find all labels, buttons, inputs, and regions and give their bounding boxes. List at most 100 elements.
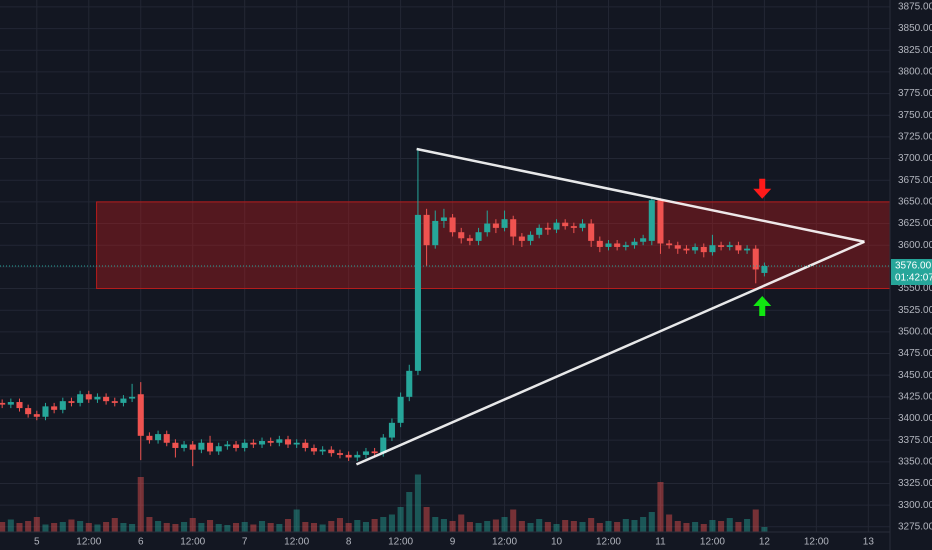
- candle-body: [553, 222, 560, 230]
- candle-body: [622, 245, 629, 247]
- candle-body: [155, 434, 162, 441]
- candle-body: [163, 434, 170, 443]
- candle-body: [284, 439, 292, 445]
- volume-bar: [354, 520, 361, 532]
- candle-body: [605, 243, 612, 247]
- candle-body: [380, 437, 387, 454]
- arrow: [753, 295, 772, 316]
- volume-bar: [85, 523, 92, 532]
- candle-body: [397, 396, 404, 423]
- volume-bar: [310, 523, 318, 532]
- candle-body: [510, 219, 517, 237]
- volume-bar: [189, 518, 196, 532]
- candle-body: [744, 248, 751, 251]
- volume-bar: [423, 507, 430, 532]
- y-tick-label: 3400.00: [898, 413, 932, 424]
- volume-bar: [631, 520, 638, 532]
- volume-bar: [674, 521, 681, 532]
- candle-body: [423, 214, 430, 246]
- volume-bar: [536, 519, 543, 532]
- x-tick-label: 12:00: [388, 537, 413, 548]
- volume-bar: [198, 523, 205, 532]
- volume-bar: [414, 474, 421, 532]
- candle-body: [59, 401, 66, 410]
- candle-body: [345, 454, 352, 458]
- candle-body: [189, 444, 196, 450]
- y-tick-label: 3300.00: [898, 500, 932, 511]
- candle-body: [570, 226, 577, 228]
- y-tick-label: 3425.00: [898, 391, 932, 402]
- arrow: [753, 178, 772, 199]
- last-price-label: 3576.00: [895, 261, 932, 272]
- candle-body: [85, 394, 92, 400]
- volume-bar: [51, 523, 58, 532]
- volume-bar: [293, 509, 300, 532]
- x-tick-label: 12:00: [700, 537, 725, 548]
- candle-body: [536, 227, 543, 235]
- volume-bar: [406, 492, 413, 532]
- candle-body: [492, 223, 499, 228]
- volume-bar: [458, 514, 465, 532]
- countdown-label: 01:42:07: [895, 273, 932, 284]
- y-tick-label: 3375.00: [898, 435, 932, 446]
- volume-bar: [276, 524, 283, 532]
- volume-bar: [163, 523, 170, 532]
- candle-body: [631, 241, 638, 246]
- y-tick-label: 3675.00: [898, 175, 932, 186]
- volume-bar: [744, 519, 751, 532]
- volume-bar: [692, 522, 699, 532]
- x-tick-label: 8: [346, 537, 352, 548]
- candle-body: [432, 220, 439, 246]
- volume-bar: [449, 521, 456, 532]
- volume-bar: [752, 509, 759, 532]
- volume-bar: [207, 520, 214, 532]
- volume-bar: [129, 524, 136, 532]
- candle-body: [319, 449, 326, 452]
- candle-body: [233, 444, 240, 448]
- candle-body: [388, 422, 395, 438]
- volume-bar: [388, 514, 395, 532]
- volume-bar: [224, 525, 231, 532]
- candle-body: [544, 227, 551, 230]
- volume-bar: [137, 477, 144, 532]
- candle-body: [328, 449, 335, 454]
- y-tick-label: 3525.00: [898, 305, 932, 316]
- y-tick-label: 3550.00: [898, 283, 932, 294]
- volume-bar: [94, 524, 101, 532]
- last-price-box: [891, 259, 932, 285]
- candle-body: [336, 453, 344, 455]
- volume-bar: [0, 522, 6, 532]
- candle-body: [7, 402, 14, 405]
- volume-bar: [596, 523, 603, 532]
- candle-body: [718, 245, 725, 247]
- volume-bar: [562, 520, 569, 532]
- volume-bar: [328, 521, 335, 532]
- candle-body: [475, 232, 482, 241]
- candle-body: [68, 401, 75, 403]
- y-tick-label: 3875.00: [898, 2, 932, 13]
- volume-bar: [501, 517, 508, 532]
- volume-bar: [250, 524, 257, 532]
- candle-body: [449, 217, 456, 233]
- candle-body: [302, 442, 309, 448]
- candle-body: [33, 414, 40, 417]
- candle-body: [258, 441, 266, 445]
- candle-body: [596, 240, 603, 247]
- x-tick-label: 12: [759, 537, 771, 548]
- volume-bar: [726, 518, 733, 532]
- x-tick-label: 10: [551, 537, 563, 548]
- y-tick-label: 3725.00: [898, 132, 932, 143]
- volume-bar: [735, 522, 742, 532]
- candle-body: [458, 232, 465, 239]
- volume-bar: [432, 517, 439, 532]
- candle-body: [527, 234, 534, 241]
- volume-bar: [614, 522, 621, 532]
- volume-bar: [345, 523, 352, 532]
- candle-body: [276, 439, 283, 443]
- volume-bar: [146, 517, 153, 532]
- candle-body: [224, 444, 231, 447]
- volume-bar: [761, 527, 768, 532]
- volume-bar: [25, 521, 32, 532]
